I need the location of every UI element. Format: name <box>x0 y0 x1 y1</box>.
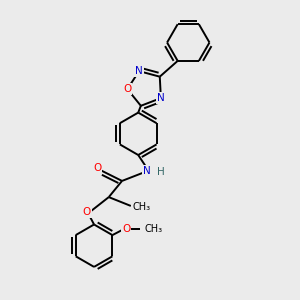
Text: H: H <box>157 167 165 177</box>
Text: N: N <box>135 66 143 76</box>
Text: O: O <box>123 84 131 94</box>
Text: N: N <box>143 166 151 176</box>
Text: O: O <box>93 163 101 173</box>
Text: CH₃: CH₃ <box>144 224 162 234</box>
Text: O: O <box>122 224 130 234</box>
Text: N: N <box>157 93 165 103</box>
Text: CH₃: CH₃ <box>132 202 150 212</box>
Text: O: O <box>82 207 91 217</box>
